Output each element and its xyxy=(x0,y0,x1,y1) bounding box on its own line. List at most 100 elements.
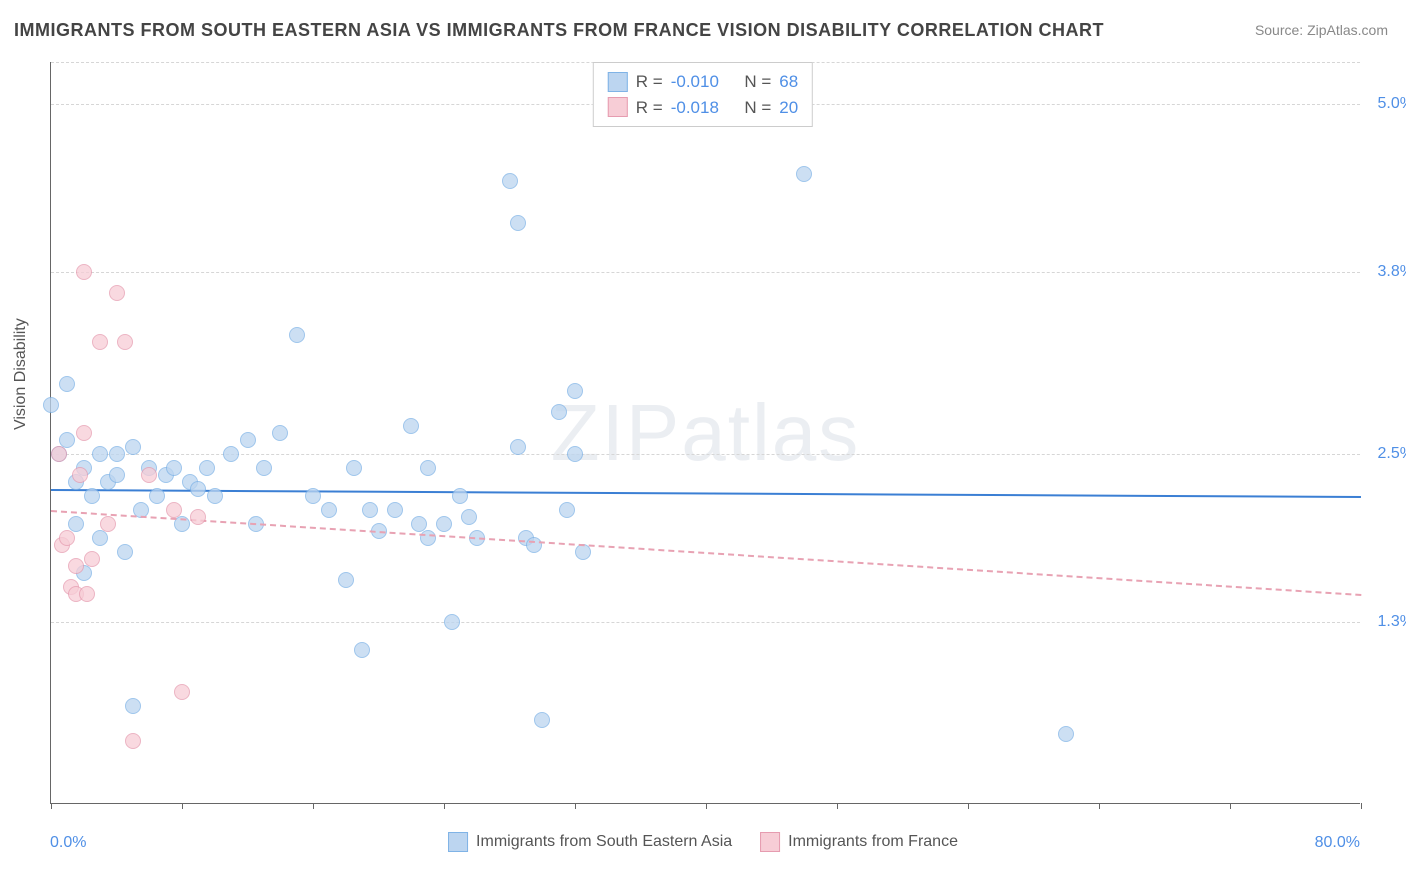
data-point xyxy=(256,460,272,476)
x-tick xyxy=(1099,803,1100,809)
data-point xyxy=(109,446,125,462)
data-point xyxy=(321,502,337,518)
legend-swatch xyxy=(448,832,468,852)
data-point xyxy=(567,446,583,462)
data-point xyxy=(190,481,206,497)
data-point xyxy=(502,173,518,189)
data-point xyxy=(72,467,88,483)
data-point xyxy=(92,446,108,462)
series-legend: Immigrants from South Eastern Asia Immigr… xyxy=(448,832,958,852)
data-point xyxy=(76,264,92,280)
x-tick xyxy=(968,803,969,809)
data-point xyxy=(510,439,526,455)
data-point xyxy=(199,460,215,476)
x-tick xyxy=(575,803,576,809)
x-tick xyxy=(1230,803,1231,809)
x-tick xyxy=(444,803,445,809)
legend-n-value: 20 xyxy=(779,95,798,121)
watermark: ZIPatlas xyxy=(551,387,860,479)
series-legend-item: Immigrants from South Eastern Asia xyxy=(448,832,732,852)
plot-area: ZIPatlas 1.3%2.5%3.8%5.0% xyxy=(50,62,1360,804)
series-name: Immigrants from South Eastern Asia xyxy=(476,833,732,851)
x-axis-min-label: 0.0% xyxy=(50,834,86,852)
data-point xyxy=(796,166,812,182)
data-point xyxy=(84,551,100,567)
x-tick xyxy=(182,803,183,809)
data-point xyxy=(526,537,542,553)
gridline xyxy=(51,454,1360,455)
data-point xyxy=(68,558,84,574)
trend-line xyxy=(51,510,1361,596)
legend-swatch xyxy=(608,72,628,92)
data-point xyxy=(76,425,92,441)
legend-r-label: R = xyxy=(636,69,663,95)
data-point xyxy=(141,467,157,483)
data-point xyxy=(92,530,108,546)
x-tick xyxy=(51,803,52,809)
series-legend-item: Immigrants from France xyxy=(760,832,958,852)
data-point xyxy=(79,586,95,602)
data-point xyxy=(84,488,100,504)
data-point xyxy=(166,460,182,476)
data-point xyxy=(354,642,370,658)
y-tick-label: 5.0% xyxy=(1378,95,1406,113)
data-point xyxy=(420,530,436,546)
chart-title: IMMIGRANTS FROM SOUTH EASTERN ASIA VS IM… xyxy=(14,20,1104,41)
data-point xyxy=(117,334,133,350)
y-tick-label: 3.8% xyxy=(1378,263,1406,281)
data-point xyxy=(59,530,75,546)
data-point xyxy=(125,698,141,714)
legend-n-label: N = xyxy=(744,95,771,121)
data-point xyxy=(436,516,452,532)
legend-row: R = -0.018 N = 20 xyxy=(608,95,798,121)
x-tick xyxy=(706,803,707,809)
data-point xyxy=(362,502,378,518)
correlation-legend: R =-0.010 N =68R = -0.018 N = 20 xyxy=(593,62,813,127)
data-point xyxy=(223,446,239,462)
data-point xyxy=(149,488,165,504)
data-point xyxy=(338,572,354,588)
data-point xyxy=(92,334,108,350)
data-point xyxy=(444,614,460,630)
data-point xyxy=(1058,726,1074,742)
data-point xyxy=(420,460,436,476)
series-name: Immigrants from France xyxy=(788,833,958,851)
x-tick xyxy=(313,803,314,809)
legend-n-value: 68 xyxy=(779,69,798,95)
data-point xyxy=(100,516,116,532)
data-point xyxy=(403,418,419,434)
x-axis-max-label: 80.0% xyxy=(1315,834,1360,852)
legend-row: R =-0.010 N =68 xyxy=(608,69,798,95)
data-point xyxy=(510,215,526,231)
data-point xyxy=(166,502,182,518)
data-point xyxy=(289,327,305,343)
data-point xyxy=(125,439,141,455)
data-point xyxy=(551,404,567,420)
data-point xyxy=(109,467,125,483)
data-point xyxy=(387,502,403,518)
gridline xyxy=(51,272,1360,273)
data-point xyxy=(125,733,141,749)
y-axis-title: Vision Disability xyxy=(12,318,30,430)
data-point xyxy=(43,397,59,413)
data-point xyxy=(51,446,67,462)
legend-r-value: -0.018 xyxy=(671,95,719,121)
trend-line xyxy=(51,489,1361,498)
source-label: Source: ZipAtlas.com xyxy=(1255,22,1388,38)
x-tick xyxy=(837,803,838,809)
y-tick-label: 1.3% xyxy=(1378,613,1406,631)
data-point xyxy=(240,432,256,448)
data-point xyxy=(174,684,190,700)
data-point xyxy=(272,425,288,441)
legend-r-label: R = xyxy=(636,95,663,121)
data-point xyxy=(461,509,477,525)
data-point xyxy=(117,544,133,560)
x-tick xyxy=(1361,803,1362,809)
data-point xyxy=(567,383,583,399)
data-point xyxy=(207,488,223,504)
y-tick-label: 2.5% xyxy=(1378,445,1406,463)
gridline xyxy=(51,622,1360,623)
data-point xyxy=(346,460,362,476)
data-point xyxy=(109,285,125,301)
legend-swatch xyxy=(608,97,628,117)
